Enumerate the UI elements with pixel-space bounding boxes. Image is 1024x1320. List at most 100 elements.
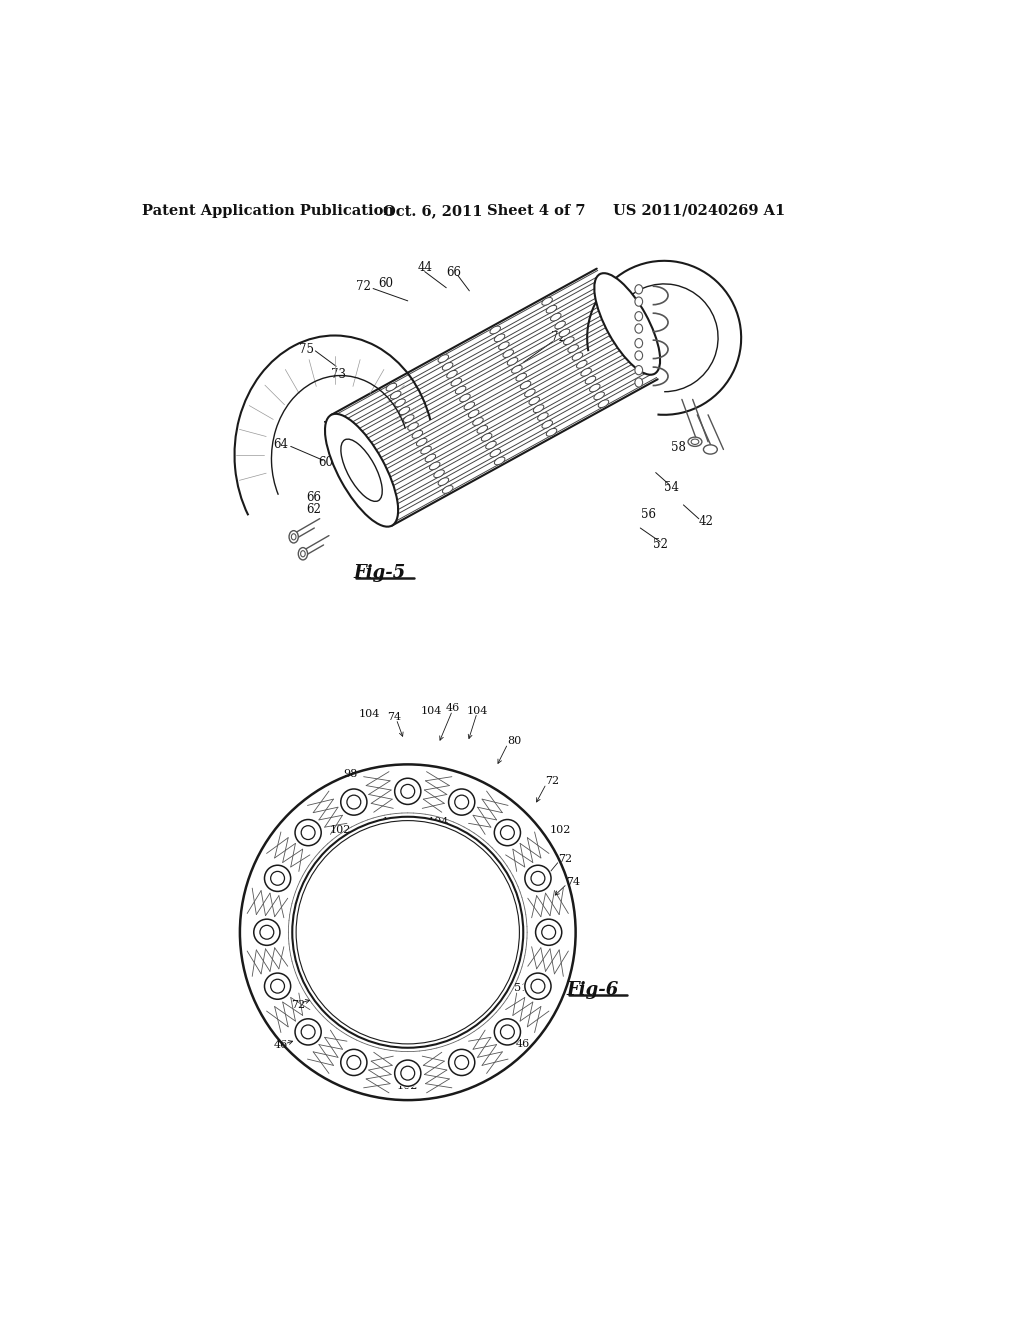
Ellipse shape [442, 363, 453, 371]
Text: 74: 74 [314, 878, 329, 887]
Text: 46: 46 [273, 1040, 288, 1051]
Circle shape [341, 1049, 367, 1076]
Circle shape [525, 973, 551, 999]
Circle shape [447, 1048, 476, 1077]
Ellipse shape [520, 381, 530, 389]
Ellipse shape [460, 395, 470, 401]
Ellipse shape [481, 433, 492, 441]
Ellipse shape [289, 531, 298, 543]
Circle shape [393, 1059, 422, 1088]
Text: 75: 75 [299, 343, 313, 356]
Circle shape [296, 821, 519, 1044]
Ellipse shape [563, 337, 574, 345]
Text: 62: 62 [306, 503, 322, 516]
Ellipse shape [551, 313, 561, 321]
Text: 46: 46 [516, 1039, 530, 1049]
Ellipse shape [417, 438, 427, 446]
Circle shape [252, 917, 282, 946]
Ellipse shape [598, 400, 608, 408]
Ellipse shape [495, 334, 505, 342]
Text: 60: 60 [317, 455, 333, 469]
Text: 58: 58 [672, 441, 686, 454]
Text: 72: 72 [558, 854, 572, 865]
Text: 80: 80 [507, 737, 521, 746]
Circle shape [531, 871, 545, 886]
Circle shape [400, 784, 415, 799]
Circle shape [455, 1056, 469, 1069]
Ellipse shape [635, 378, 643, 387]
Ellipse shape [542, 297, 552, 305]
Text: Fig-5: Fig-5 [353, 564, 406, 582]
Circle shape [542, 925, 556, 940]
Ellipse shape [490, 449, 501, 457]
Text: 51: 51 [514, 982, 528, 993]
Text: 73: 73 [324, 421, 338, 434]
Text: 98: 98 [343, 770, 357, 779]
Circle shape [294, 818, 323, 847]
Text: 73: 73 [331, 367, 346, 380]
Ellipse shape [516, 374, 526, 381]
Ellipse shape [594, 392, 604, 400]
Circle shape [535, 917, 563, 946]
Text: 104: 104 [466, 706, 487, 717]
Circle shape [295, 820, 322, 846]
Circle shape [341, 789, 367, 816]
Ellipse shape [499, 342, 509, 350]
Circle shape [449, 789, 475, 816]
Polygon shape [240, 764, 575, 1100]
Ellipse shape [325, 414, 398, 527]
Circle shape [501, 1024, 514, 1039]
Circle shape [254, 919, 280, 945]
Circle shape [495, 1019, 520, 1045]
Ellipse shape [434, 470, 444, 478]
Text: 72: 72 [551, 331, 566, 345]
Circle shape [493, 818, 522, 847]
Circle shape [493, 1018, 522, 1047]
Text: 46: 46 [445, 704, 460, 713]
Circle shape [523, 863, 553, 892]
Circle shape [295, 1019, 322, 1045]
Text: 104: 104 [420, 706, 441, 717]
Circle shape [240, 764, 575, 1100]
Ellipse shape [446, 371, 458, 379]
Circle shape [394, 779, 421, 804]
Text: 66: 66 [306, 491, 322, 504]
Ellipse shape [594, 273, 660, 375]
Ellipse shape [386, 383, 396, 391]
Text: 72: 72 [355, 280, 371, 293]
Text: 102: 102 [397, 1081, 419, 1092]
Ellipse shape [442, 486, 453, 494]
Ellipse shape [559, 329, 569, 337]
Ellipse shape [590, 384, 600, 392]
Ellipse shape [421, 446, 431, 454]
Text: 104: 104 [428, 851, 450, 862]
Ellipse shape [691, 440, 698, 445]
Circle shape [347, 795, 360, 809]
Ellipse shape [572, 352, 583, 360]
Circle shape [495, 820, 520, 846]
Ellipse shape [341, 440, 382, 502]
Ellipse shape [507, 358, 518, 366]
Ellipse shape [485, 441, 497, 449]
Ellipse shape [534, 405, 544, 413]
Circle shape [270, 871, 285, 886]
Ellipse shape [503, 350, 513, 358]
Text: 104: 104 [382, 851, 403, 862]
Circle shape [339, 788, 369, 817]
Text: 104: 104 [358, 709, 380, 719]
Text: 74: 74 [566, 878, 581, 887]
Ellipse shape [529, 397, 540, 405]
Circle shape [347, 1056, 360, 1069]
Ellipse shape [403, 414, 414, 422]
Ellipse shape [301, 550, 305, 557]
Circle shape [536, 919, 562, 945]
Ellipse shape [464, 401, 474, 409]
Circle shape [270, 979, 285, 993]
Ellipse shape [438, 478, 449, 486]
Text: 64: 64 [273, 438, 288, 451]
Circle shape [292, 817, 523, 1048]
Circle shape [525, 865, 551, 891]
Ellipse shape [635, 312, 643, 321]
Ellipse shape [577, 360, 587, 368]
Ellipse shape [408, 422, 419, 430]
